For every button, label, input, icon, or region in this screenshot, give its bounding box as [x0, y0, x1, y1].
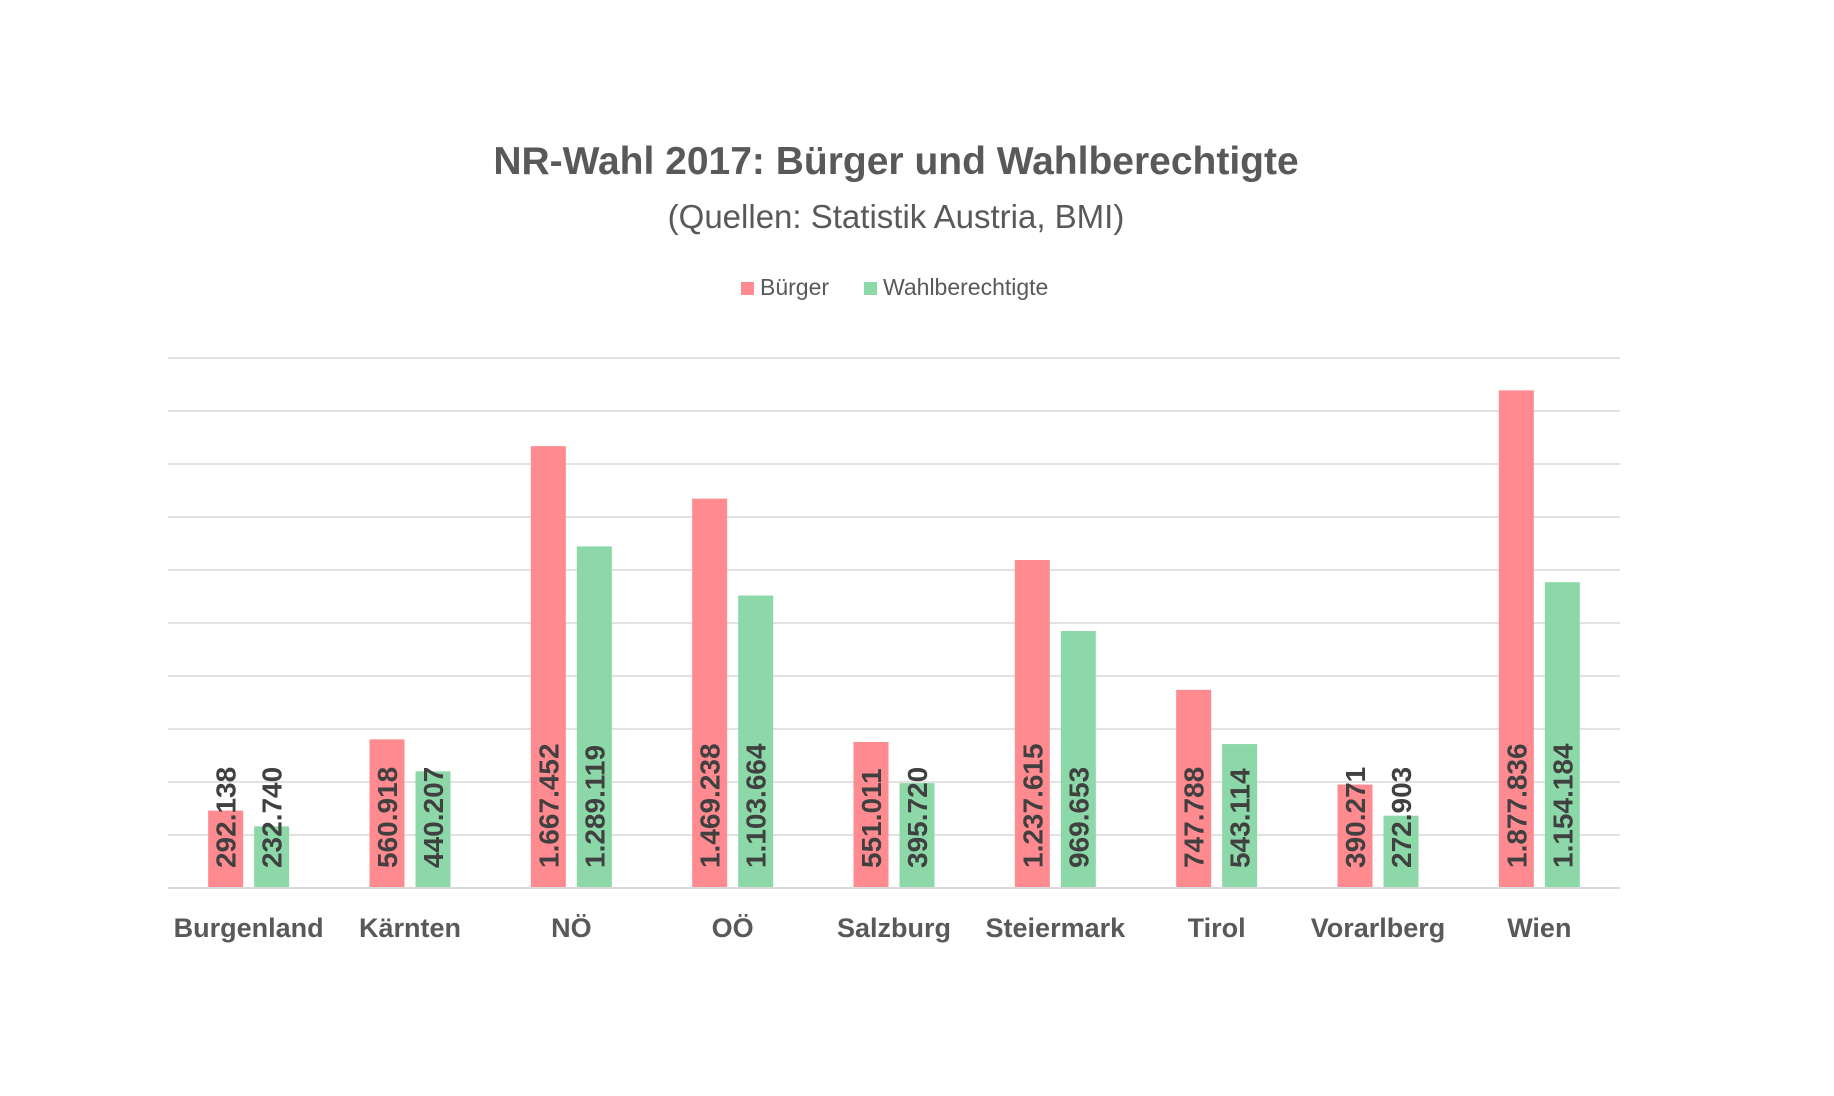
legend-swatch	[864, 282, 877, 295]
category-labels: Burgenland Kärnten NÖ OÖ Salzburg Steiermark T…	[174, 913, 1572, 943]
data-label: 551.011	[856, 768, 887, 868]
data-label: 395.720	[902, 767, 933, 868]
data-label: 1.103.664	[741, 743, 772, 868]
category-label: Wien	[1507, 913, 1571, 943]
data-label: 1.289.119	[579, 745, 610, 868]
gridlines	[168, 357, 1620, 836]
bar-buerger	[853, 741, 889, 888]
chart-subtitle: (Quellen: Statistik Austria, BMI)	[668, 198, 1125, 235]
category-label: Salzburg	[837, 913, 951, 943]
data-label: 1.469.238	[695, 743, 726, 868]
category-label: NÖ	[551, 913, 592, 943]
category-label: Tirol	[1188, 913, 1246, 943]
bar-buerger	[1176, 689, 1212, 888]
data-label: 440.207	[418, 767, 449, 868]
data-label: 1.877.836	[1501, 743, 1532, 868]
data-label: 390.271	[1340, 767, 1371, 868]
bar-buerger	[208, 810, 244, 888]
bar-buerger	[1498, 390, 1534, 888]
bar-wahlberechtigte	[254, 826, 290, 888]
bar-wahlberechtigte	[899, 783, 935, 888]
data-label: 1.237.615	[1017, 743, 1048, 868]
data-label: 543.114	[1225, 768, 1256, 868]
data-label: 747.788	[1179, 767, 1210, 868]
data-label: 1.154.184	[1547, 743, 1578, 868]
category-label: Steiermark	[986, 913, 1127, 943]
data-label: 1.667.452	[533, 743, 564, 868]
bar-wahlberechtigte	[1222, 744, 1258, 888]
category-label: OÖ	[712, 913, 754, 943]
data-label: 232.740	[257, 767, 288, 868]
legend-label: Wahlberechtigte	[883, 274, 1048, 300]
data-labels: 292.138 232.740 560.918 440.207 1.667.452 1.2…	[211, 743, 1579, 868]
bar-buerger	[530, 446, 566, 888]
bar-buerger	[369, 739, 405, 888]
bar-buerger	[1014, 560, 1050, 888]
bar-buerger	[1337, 784, 1373, 888]
bar-wahlberechtigte	[1544, 582, 1580, 888]
data-label: 272.903	[1386, 767, 1417, 868]
bar-wahlberechtigte	[738, 595, 774, 888]
bar-wahlberechtigte	[1383, 815, 1419, 888]
chart-title: NR-Wahl 2017: Bürger und Wahlberechtigte	[493, 140, 1298, 183]
category-label: Vorarlberg	[1311, 913, 1446, 943]
bar-buerger	[692, 498, 728, 888]
legend: Bürger Wahlberechtigte	[741, 274, 1048, 300]
legend-swatch	[741, 282, 754, 295]
data-label: 969.653	[1063, 767, 1094, 868]
data-label: 560.918	[372, 767, 403, 868]
legend-label: Bürger	[760, 274, 829, 300]
bar-wahlberechtigte	[1060, 631, 1096, 888]
data-label: 292.138	[211, 767, 242, 868]
bars	[208, 390, 1580, 888]
bar-wahlberechtigte	[576, 546, 612, 888]
category-label: Kärnten	[359, 913, 461, 943]
bar-wahlberechtigte	[415, 771, 451, 888]
category-label: Burgenland	[174, 913, 324, 943]
